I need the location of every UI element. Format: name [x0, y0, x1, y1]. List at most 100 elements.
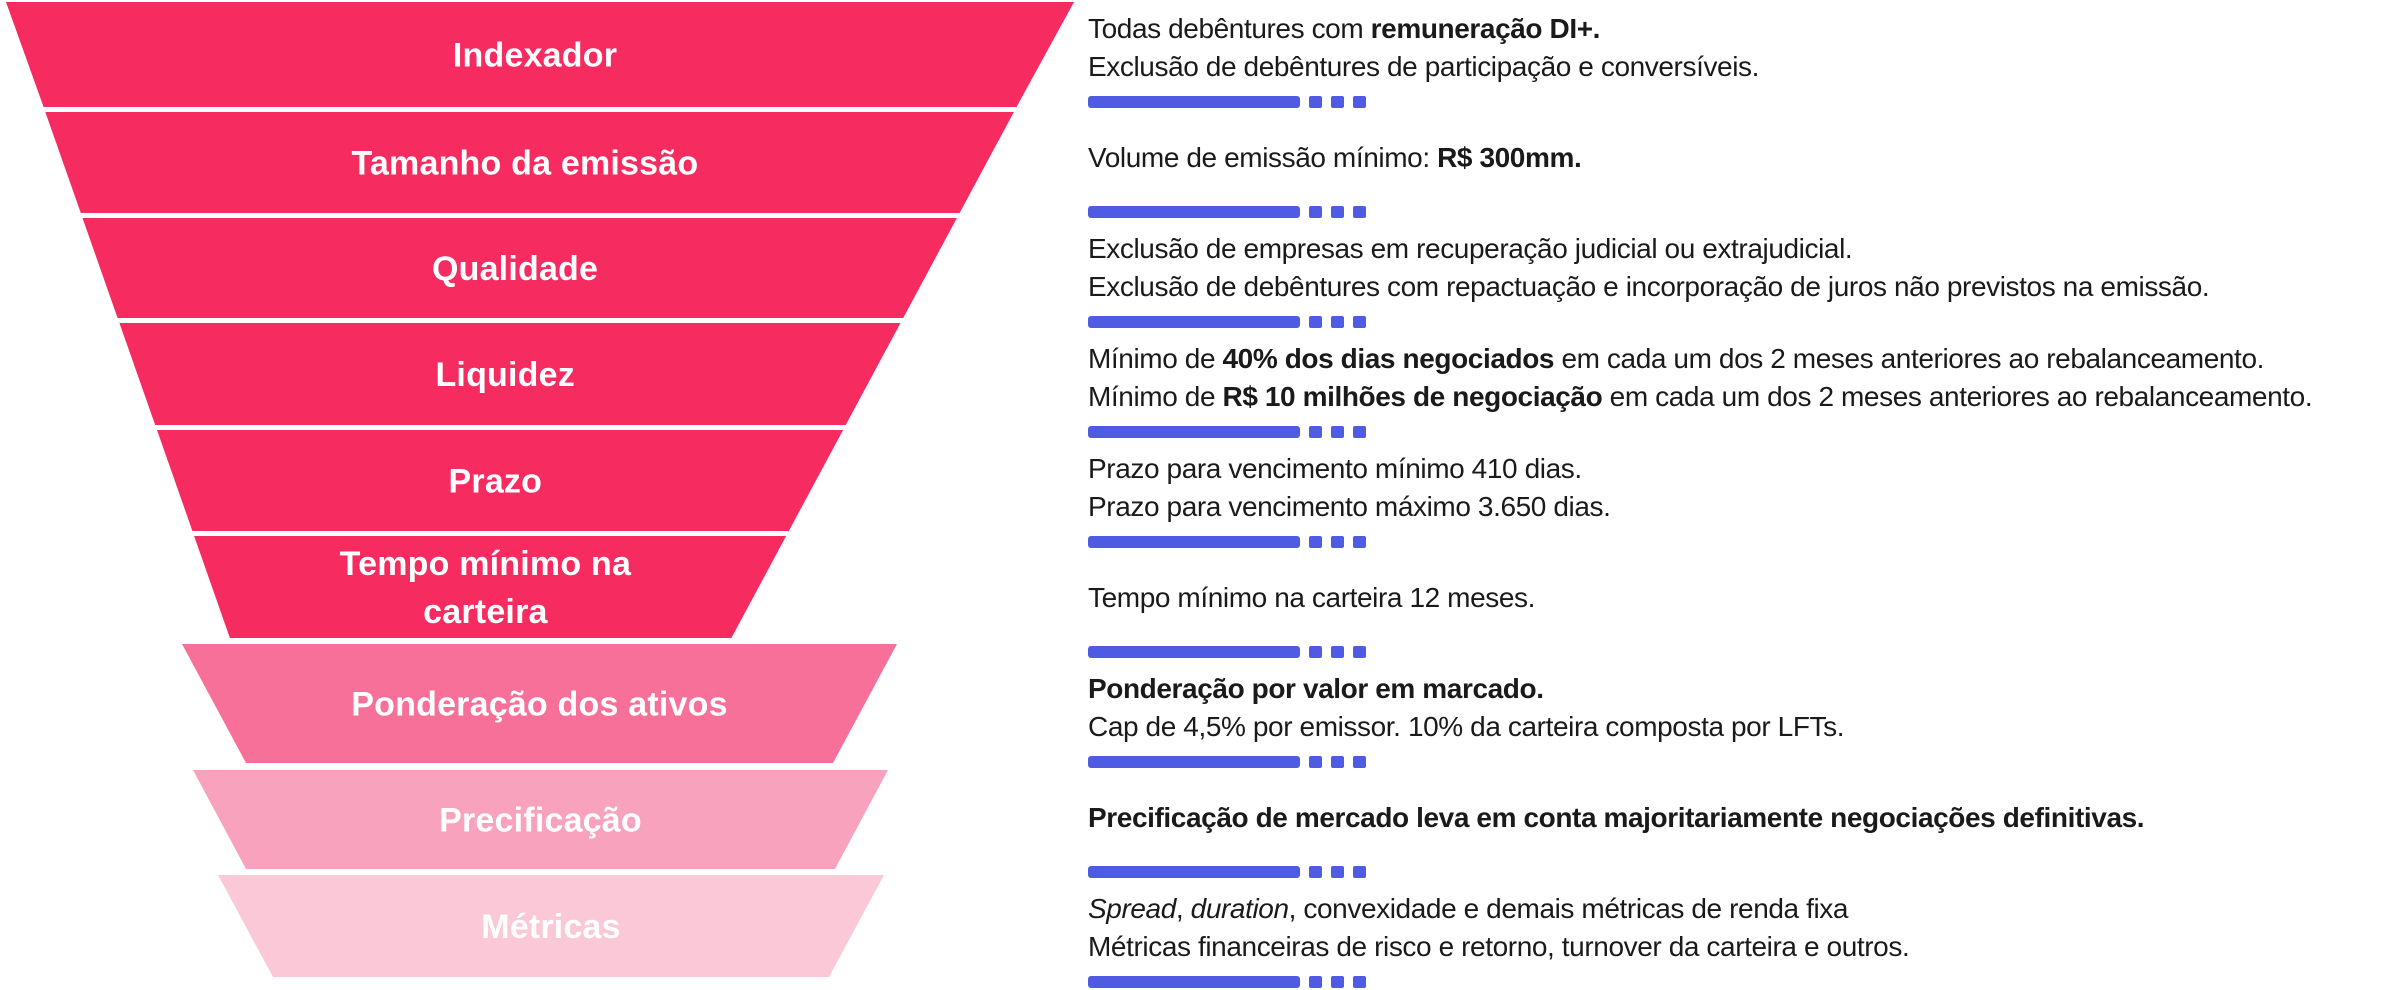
divider-dash: [1331, 96, 1344, 108]
divider-dash: [1353, 96, 1366, 108]
text-segment: 40% dos dias negociados: [1222, 343, 1555, 374]
detail-line: Mínimo de 40% dos dias negociados em cad…: [1088, 340, 2400, 378]
text-segment: Precificação de mercado leva em conta ma…: [1088, 802, 2145, 833]
funnel-stage-label: Tamanho da emissão: [351, 145, 698, 183]
divider-dash: [1331, 536, 1344, 548]
divider-dash: [1309, 426, 1322, 438]
detail-text: Exclusão de empresas em recuperação judi…: [1088, 220, 2400, 316]
section-divider: [1088, 536, 2400, 548]
detail-row: Volume de emissão mínimo: R$ 300mm.: [1088, 110, 2400, 220]
divider-bar: [1088, 206, 1300, 218]
funnel-stage-shape: [82, 218, 957, 318]
detail-line: Spread, duration, convexidade e demais m…: [1088, 890, 2400, 928]
detail-line: Exclusão de debêntures de participação e…: [1088, 48, 2400, 86]
detail-text: Ponderação por valor em marcado. Cap de 4…: [1088, 660, 2400, 756]
divider-bar: [1088, 316, 1300, 328]
funnel-stage-shape: [45, 112, 1014, 213]
funnel-stage-shape: [194, 536, 787, 638]
funnel-stage-label: Liquidez: [435, 356, 574, 394]
text-segment: em cada um dos 2 meses anteriores ao reb…: [1602, 381, 2313, 412]
divider-dash: [1331, 866, 1344, 878]
divider-dash: [1331, 206, 1344, 218]
divider-dash: [1331, 976, 1344, 988]
detail-row: Prazo para vencimento mínimo 410 dias. Pr…: [1088, 440, 2400, 550]
text-segment: Ponderação por valor em marcado.: [1088, 673, 1544, 704]
text-segment: R$ 300mm.: [1437, 142, 1582, 173]
divider-bar: [1088, 536, 1300, 548]
section-divider: [1088, 96, 2400, 108]
divider-dash: [1353, 426, 1366, 438]
divider-bar: [1088, 976, 1300, 988]
text-segment: Exclusão de debêntures de participação e…: [1088, 51, 1760, 82]
divider-dash: [1353, 866, 1366, 878]
detail-row: Todas debêntures com remuneração DI+. Exc…: [1088, 0, 2400, 110]
text-segment: em cada um dos 2 meses anteriores ao reb…: [1554, 343, 2264, 374]
detail-line: Todas debêntures com remuneração DI+.: [1088, 10, 2400, 48]
detail-row: Ponderação por valor em marcado. Cap de 4…: [1088, 660, 2400, 770]
detail-text: Volume de emissão mínimo: R$ 300mm.: [1088, 110, 2400, 206]
section-divider: [1088, 866, 2400, 878]
text-segment: Prazo para vencimento máximo 3.650 dias.: [1088, 491, 1611, 522]
funnel-stage-shape: [218, 875, 884, 977]
detail-row: Mínimo de 40% dos dias negociados em cad…: [1088, 330, 2400, 440]
divider-bar: [1088, 96, 1300, 108]
section-divider: [1088, 206, 2400, 218]
divider-dash: [1309, 316, 1322, 328]
funnel-stage-shape: [6, 2, 1074, 107]
funnel-diagram: Indexador Tamanho da emissão Qualidade Liqu…: [6, 2, 1074, 977]
section-divider: [1088, 316, 2400, 328]
detail-line: Mínimo de R$ 10 milhões de negociação em…: [1088, 378, 2400, 416]
divider-dash: [1353, 536, 1366, 548]
divider-bar: [1088, 646, 1300, 658]
divider-dash: [1353, 646, 1366, 658]
divider-dash: [1309, 96, 1322, 108]
detail-line: Cap de 4,5% por emissor. 10% da carteira…: [1088, 708, 2400, 746]
divider-dash: [1331, 316, 1344, 328]
text-segment: Prazo para vencimento mínimo 410 dias.: [1088, 453, 1582, 484]
text-segment: R$ 10 milhões de negociação: [1222, 381, 1603, 412]
detail-line: Métricas financeiras de risco e retorno,…: [1088, 928, 2400, 966]
text-segment: Spread: [1088, 893, 1176, 924]
funnel-stage-shape: [157, 430, 844, 531]
detail-line: Ponderação por valor em marcado.: [1088, 670, 2400, 708]
detail-text: Precificação de mercado leva em conta ma…: [1088, 770, 2400, 866]
funnel-stage-label: Prazo: [449, 463, 543, 501]
section-divider: [1088, 426, 2400, 438]
funnel-stage-label: Qualidade: [432, 250, 598, 288]
funnel-stage-label: Ponderação dos ativos: [351, 686, 727, 724]
funnel-stage-label: Métricas: [481, 908, 621, 946]
detail-line: Prazo para vencimento mínimo 410 dias.: [1088, 450, 2400, 488]
detail-text: Mínimo de 40% dos dias negociados em cad…: [1088, 330, 2400, 426]
divider-dash: [1309, 536, 1322, 548]
divider-dash: [1309, 756, 1322, 768]
divider-dash: [1331, 426, 1344, 438]
funnel-stage-shape: [193, 770, 888, 869]
text-segment: Todas debêntures com: [1088, 13, 1371, 44]
detail-row: Spread, duration, convexidade e demais m…: [1088, 880, 2400, 990]
text-segment: , convexidade e demais métricas de renda…: [1288, 893, 1849, 924]
text-segment: Exclusão de debêntures com repactuação e…: [1088, 271, 2210, 302]
detail-row: Precificação de mercado leva em conta ma…: [1088, 770, 2400, 880]
details-column: Todas debêntures com remuneração DI+. Exc…: [1088, 0, 2400, 990]
detail-text: Spread, duration, convexidade e demais m…: [1088, 880, 2400, 976]
text-segment: ,: [1175, 893, 1191, 924]
section-divider: [1088, 976, 2400, 988]
detail-line: Exclusão de empresas em recuperação judi…: [1088, 230, 2400, 268]
funnel-stage-shape: [119, 323, 901, 425]
text-segment: remuneração DI+.: [1370, 13, 1601, 44]
text-segment: Cap de 4,5% por emissor. 10% da carteira…: [1088, 711, 1845, 742]
detail-line: Exclusão de debêntures com repactuação e…: [1088, 268, 2400, 306]
detail-text: Todas debêntures com remuneração DI+. Exc…: [1088, 0, 2400, 96]
divider-dash: [1309, 646, 1322, 658]
funnel-stage-label: Precificação: [439, 802, 642, 840]
text-segment: Exclusão de empresas em recuperação judi…: [1088, 233, 1853, 264]
detail-row: Tempo mínimo na carteira 12 meses.: [1088, 550, 2400, 660]
divider-dash: [1353, 206, 1366, 218]
section-divider: [1088, 756, 2400, 768]
divider-dash: [1353, 316, 1366, 328]
divider-dash: [1331, 756, 1344, 768]
text-segment: Métricas financeiras de risco e retorno,…: [1088, 931, 1910, 962]
text-segment: Mínimo de: [1088, 343, 1223, 374]
funnel-stage-label: Tempo mínimo na carteira: [340, 545, 632, 631]
